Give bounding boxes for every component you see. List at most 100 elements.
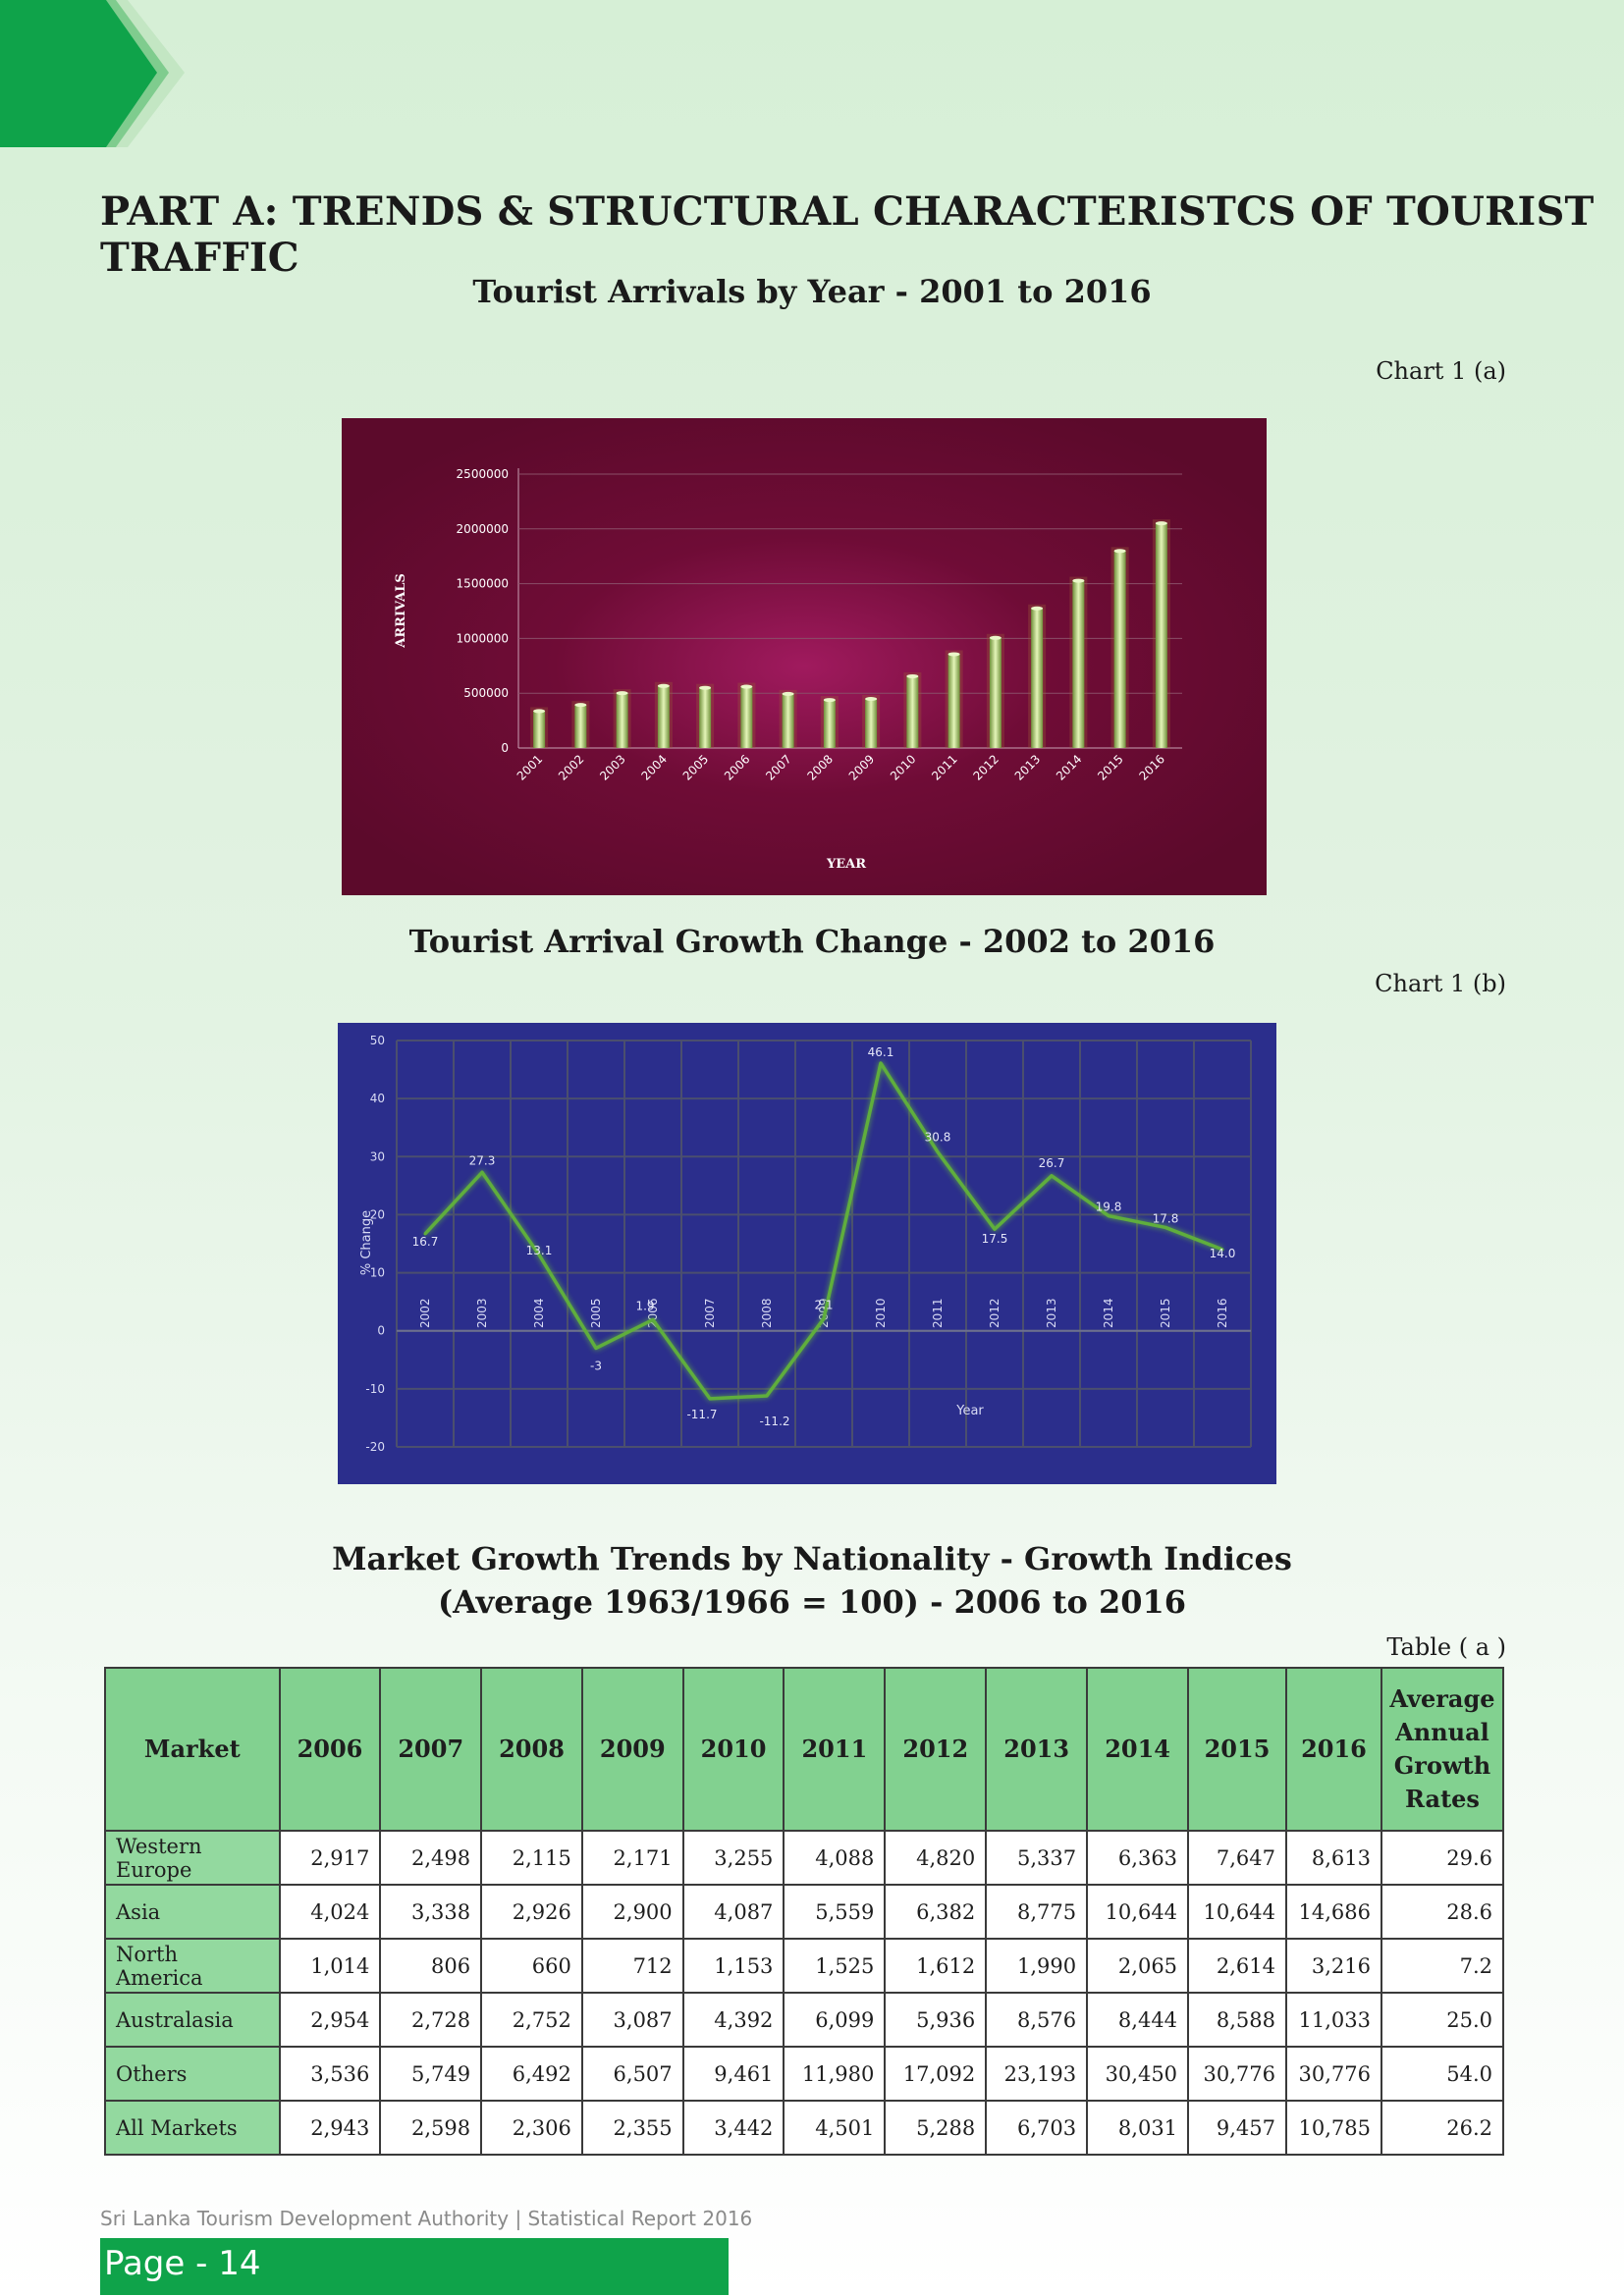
chart1a-bar xyxy=(657,685,670,748)
chart1a-bar-cap xyxy=(574,703,587,708)
chart1b-data-label: 13.1 xyxy=(526,1244,553,1257)
chart1b-x-tick-label: 2015 xyxy=(1159,1298,1172,1328)
chart1b-data-label: 2.1 xyxy=(814,1298,833,1311)
table-cell: 4,392 xyxy=(681,1992,785,2048)
chart1b-point xyxy=(1107,1214,1110,1218)
chart1b-data-label: 27.3 xyxy=(469,1153,496,1167)
table-cell: 5,749 xyxy=(379,2046,483,2102)
table-row: Australasia 2,954 2,728 2,752 3,087 4,392 6,09… xyxy=(104,1992,1505,2048)
table-cell: 2,355 xyxy=(580,2100,684,2156)
chart1a-y-tick-label: 2000000 xyxy=(457,522,509,536)
chart1b-x-tick-label: 2014 xyxy=(1102,1298,1115,1328)
chart1b-point xyxy=(1220,1248,1224,1252)
table-cell: 8,444 xyxy=(1086,1992,1190,2048)
table-cell: 3,442 xyxy=(681,2100,785,2156)
table-ref: Table ( a ) xyxy=(1386,1633,1506,1661)
chart1b-data-label: -11.7 xyxy=(686,1408,717,1421)
table-title-line1: Market Growth Trends by Nationality - Gr… xyxy=(332,1540,1292,1577)
table-cell: 2,306 xyxy=(480,2100,583,2156)
table-cell: 4,024 xyxy=(278,1884,382,1940)
chart1a-bar-cap xyxy=(616,691,628,696)
header-2014: 2014 xyxy=(1086,1667,1190,1832)
table-cell: 10,644 xyxy=(1086,1884,1190,1940)
table-cell: 2,752 xyxy=(480,1992,583,2048)
table-cell: 2,598 xyxy=(379,2100,483,2156)
table-cell: 660 xyxy=(480,1938,583,1994)
table-cell: 30,450 xyxy=(1086,2046,1190,2102)
table-cell: 4,820 xyxy=(884,1830,988,1886)
chart1a-bar-cap xyxy=(906,673,919,678)
chart1a-y-tick-label: 0 xyxy=(501,741,509,755)
table-cell: 2,728 xyxy=(379,1992,483,2048)
chart1b-point xyxy=(423,1232,427,1236)
chart1a-bar xyxy=(574,705,587,748)
table-cell: 2,926 xyxy=(480,1884,583,1940)
chart1b-point xyxy=(708,1397,712,1401)
chart1b-data-label: 46.1 xyxy=(868,1045,894,1059)
chart1b-data-label: 17.5 xyxy=(982,1232,1008,1246)
table-cell: 26.2 xyxy=(1380,2100,1505,2156)
part-title: PART A: TRENDS & STRUCTURAL CHARACTERIST… xyxy=(100,188,1595,281)
chart1b-y-tick-label: 0 xyxy=(377,1324,385,1338)
chart1b-data-label: 26.7 xyxy=(1039,1156,1065,1170)
footer-text: Sri Lanka Tourism Development Authority … xyxy=(100,2207,753,2230)
market-name-cell: All Markets xyxy=(104,2100,281,2156)
chart1b-y-tick-label: -10 xyxy=(365,1382,385,1396)
market-name-cell: Australasia xyxy=(104,1992,281,2048)
chart1b-data-label: 17.8 xyxy=(1153,1211,1179,1225)
market-growth-table: Market 2006 2007 2008 2009 2010 2011 201… xyxy=(104,1667,1505,2156)
chart1b-y-tick-label: 50 xyxy=(370,1034,385,1047)
table-row: Asia 4,024 3,338 2,926 2,900 4,087 5,559 6,382 8… xyxy=(104,1884,1505,1940)
chart1a-bar-cap xyxy=(989,635,1001,640)
chart1b-y-axis-label: % Change xyxy=(359,1210,374,1275)
table-cell: 17,092 xyxy=(884,2046,988,2102)
chart1b-y-tick-label: 20 xyxy=(370,1207,385,1221)
market-name-cell: Asia xyxy=(104,1884,281,1940)
table-cell: 806 xyxy=(379,1938,483,1994)
table-cell: 11,980 xyxy=(783,2046,887,2102)
header-2016: 2016 xyxy=(1284,1667,1382,1832)
chart1b-x-tick-label: 2011 xyxy=(931,1298,945,1328)
chart1b-y-tick-label: 30 xyxy=(370,1149,385,1163)
chart1b-point xyxy=(936,1150,940,1154)
table-cell: 1,014 xyxy=(278,1938,382,1994)
page-number: Page - 14 xyxy=(104,2244,261,2283)
chart1a-bar xyxy=(823,700,836,748)
chart1b-data-label: 14.0 xyxy=(1210,1247,1236,1260)
table-row: All Markets 2,943 2,598 2,306 2,355 3,442 4,50… xyxy=(104,2100,1505,2156)
table-header-row: Market 2006 2007 2008 2009 2010 2011 201… xyxy=(104,1667,1505,1832)
table-cell: 1,525 xyxy=(783,1938,887,1994)
chart1b-background xyxy=(338,1023,1276,1484)
header-2010: 2010 xyxy=(681,1667,785,1832)
chart1a-bar xyxy=(906,675,919,748)
header-market: Market xyxy=(104,1667,281,1832)
chart1b-ref: Chart 1 (b) xyxy=(1375,970,1506,997)
table-cell: 4,501 xyxy=(783,2100,887,2156)
chart1a-bar-cap xyxy=(1155,521,1167,526)
chart1a-bar-cap xyxy=(1031,606,1044,611)
table-cell: 5,337 xyxy=(985,1830,1089,1886)
table-cell: 6,099 xyxy=(783,1992,887,2048)
table-cell: 5,288 xyxy=(884,2100,988,2156)
table-cell: 1,153 xyxy=(681,1938,785,1994)
corner-chevron-decoration xyxy=(0,0,185,147)
chart1a-y-tick-label: 1500000 xyxy=(457,577,509,591)
table-cell: 7.2 xyxy=(1380,1938,1505,1994)
table-row: Western Europe 2,917 2,498 2,115 2,171 3,255 4… xyxy=(104,1830,1505,1886)
table-cell: 2,943 xyxy=(278,2100,382,2156)
chart1b-x-tick-label: 2004 xyxy=(532,1298,546,1328)
chart1a-x-axis-label: YEAR xyxy=(826,857,866,872)
chart1b-point xyxy=(651,1317,655,1321)
chart1a-bar-cap xyxy=(1072,578,1085,583)
chart1b-point xyxy=(765,1394,769,1398)
chart1b-data-label: 16.7 xyxy=(412,1235,439,1249)
chart1a-bar-cap xyxy=(740,684,753,689)
table-cell: 30,776 xyxy=(1187,2046,1287,2102)
chart1a-y-axis-label: ARRIVALS xyxy=(394,573,408,648)
chart1b-x-tick-label: 2012 xyxy=(988,1298,1001,1328)
chart1a-bar-cap xyxy=(699,685,712,690)
header-2006: 2006 xyxy=(278,1667,382,1832)
header-2007: 2007 xyxy=(379,1667,483,1832)
chart1b-point xyxy=(879,1061,883,1065)
table-cell: 10,644 xyxy=(1187,1884,1287,1940)
